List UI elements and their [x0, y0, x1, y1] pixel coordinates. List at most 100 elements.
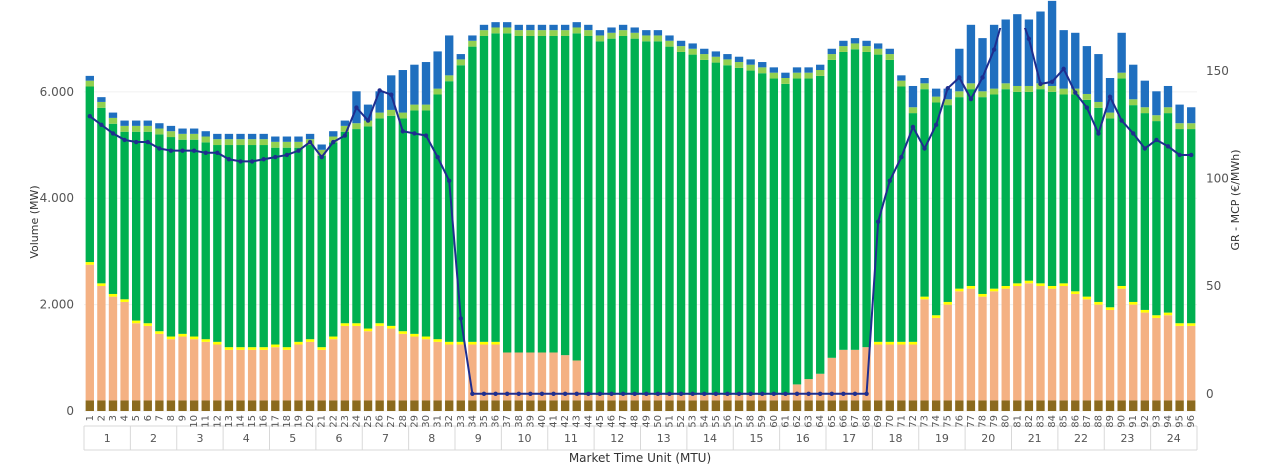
bar-segment [584, 30, 593, 36]
y-axis-title: Volume (MW) [28, 185, 41, 258]
bar-segment [1071, 400, 1080, 411]
x-tick-label: 2 [96, 415, 107, 421]
bar-segment [874, 341, 883, 345]
bar-segment [1140, 309, 1149, 313]
bar-segment [1140, 113, 1149, 310]
bar-segment [247, 349, 257, 401]
bar-segment [792, 67, 802, 73]
bar-segment [584, 395, 593, 401]
bar-segment [236, 349, 245, 401]
bar-segment [1163, 400, 1173, 411]
bar-segment [1013, 85, 1022, 92]
bar-segment [433, 88, 442, 95]
bar-segment [862, 400, 871, 411]
x-tick-label: 83 [1035, 415, 1046, 428]
bar-segment [352, 129, 361, 324]
bar-segment [653, 41, 663, 396]
bar-segment [920, 299, 929, 401]
bar-segment [874, 400, 883, 411]
x-tick-label: 36 [491, 415, 502, 428]
bar-segment [340, 400, 350, 411]
bar-segment [491, 33, 500, 342]
bar-segment [97, 400, 106, 411]
bar-segment [874, 43, 883, 49]
bar-segment [931, 96, 941, 103]
bar-segment [236, 133, 245, 140]
bar-segment [189, 128, 199, 134]
bar-segment [445, 35, 454, 76]
x-tick-label: 41 [549, 415, 560, 428]
y2-axis-title: GR - MCP (€/MWh) [1229, 149, 1242, 250]
bar-segment [1152, 317, 1161, 401]
hour-label: 6 [336, 432, 343, 445]
bar-segment [329, 336, 338, 340]
bar-segment [421, 104, 431, 111]
x-tick-label: 74 [931, 415, 942, 428]
x-tick-label: 31 [433, 415, 444, 428]
bar-segment [549, 24, 558, 31]
bar-segment [642, 395, 651, 401]
bar-segment [1152, 115, 1161, 122]
bar-segment [213, 133, 222, 140]
bar-segment [1175, 325, 1184, 401]
price-point [945, 86, 950, 91]
bar-segment [375, 118, 384, 324]
x-tick-label: 51 [664, 415, 675, 428]
bar-segment [676, 40, 686, 47]
bar-segment [120, 301, 129, 401]
bar-segment [445, 344, 454, 401]
bar-segment [143, 325, 152, 401]
price-point [678, 391, 684, 396]
bar-segment [85, 86, 94, 263]
price-point [1131, 131, 1136, 136]
bar-segment [989, 288, 999, 292]
bar-segment [839, 400, 848, 411]
bar-segment [1001, 285, 1010, 289]
bar-segment [282, 136, 292, 142]
bar-segment [236, 145, 245, 348]
bar-segment [398, 400, 407, 411]
bar-segment [1105, 118, 1115, 308]
bar-segment [305, 133, 315, 140]
price-point [632, 391, 637, 396]
x-tick-label: 43 [572, 415, 583, 428]
x-tick-label: 94 [1163, 415, 1174, 428]
bar-segment [908, 85, 918, 108]
bar-segment [479, 341, 489, 345]
bar-segment [1082, 46, 1092, 94]
bar-segment [943, 304, 952, 401]
bar-segment [410, 400, 419, 411]
bar-segment [1059, 285, 1068, 401]
bar-segment [897, 75, 906, 81]
bar-segment [920, 83, 929, 90]
bar-segment [1001, 19, 1010, 84]
bar-segment [410, 333, 419, 337]
bar-segment [537, 24, 547, 31]
price-line-group [87, 28, 1194, 396]
bar-segment [734, 62, 744, 68]
hour-label: 5 [289, 432, 296, 445]
bar-segment [143, 131, 152, 324]
bar-segment [247, 347, 257, 350]
bar-segment [653, 400, 663, 411]
bar-segment [734, 56, 744, 63]
bar-segment [816, 400, 825, 411]
bar-segment [97, 283, 106, 286]
x-tick-label: 12 [212, 415, 223, 428]
bar-segment [723, 54, 732, 60]
bar-segment [155, 128, 164, 135]
x-tick-label: 91 [1128, 415, 1139, 428]
bar-segment [874, 344, 883, 401]
bar-segment [572, 27, 581, 34]
bar-segment [769, 395, 778, 401]
bar-segment [387, 400, 396, 411]
bar-segment [1163, 113, 1173, 313]
price-point [342, 133, 348, 138]
price-point [597, 391, 603, 396]
bar-segment [224, 145, 234, 348]
price-point [435, 154, 440, 160]
y-tick-label: 4.000 [40, 191, 74, 205]
price-point [818, 391, 823, 396]
bar-segment [363, 120, 373, 127]
x-tick-label: 37 [502, 415, 513, 428]
